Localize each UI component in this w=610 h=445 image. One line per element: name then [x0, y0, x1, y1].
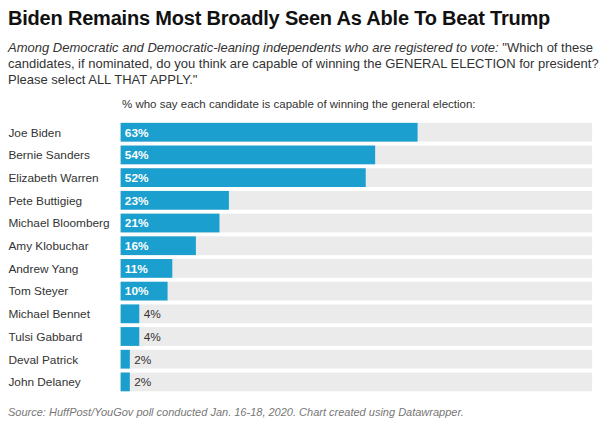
svg-text:Tom Steyer: Tom Steyer — [8, 284, 68, 298]
svg-text:11%: 11% — [125, 262, 149, 276]
svg-text:Amy Klobuchar: Amy Klobuchar — [8, 239, 88, 253]
svg-text:Deval Patrick: Deval Patrick — [8, 352, 78, 366]
svg-text:John Delaney: John Delaney — [8, 375, 80, 389]
svg-text:4%: 4% — [144, 307, 162, 321]
svg-text:2%: 2% — [134, 352, 152, 366]
svg-text:Tulsi Gabbard: Tulsi Gabbard — [8, 330, 82, 344]
svg-text:Michael Bennet: Michael Bennet — [8, 307, 90, 321]
svg-text:Andrew Yang: Andrew Yang — [8, 262, 78, 276]
svg-text:63%: 63% — [125, 126, 149, 140]
svg-text:16%: 16% — [125, 239, 149, 253]
svg-text:23%: 23% — [125, 194, 149, 208]
html-text:Biden Remains Most Broadly See: Biden Remains Most Broadly Seen As Able … — [8, 7, 551, 29]
svg-text:21%: 21% — [125, 216, 149, 230]
svg-text:4%: 4% — [144, 330, 162, 344]
svg-text:2%: 2% — [134, 375, 152, 389]
svg-text:Bernie Sanders: Bernie Sanders — [8, 148, 90, 162]
svg-text:10%: 10% — [125, 284, 149, 298]
svg-text:Elizabeth Warren: Elizabeth Warren — [8, 171, 98, 185]
svg-text:Michael Bloomberg: Michael Bloomberg — [8, 216, 109, 230]
svg-text:52%: 52% — [125, 171, 149, 185]
html-text:% who say each candidate is ca: % who say each candidate is capable of w… — [122, 98, 476, 110]
svg-text:Pete Buttigieg: Pete Buttigieg — [8, 194, 82, 208]
html-text:Source: HuffPost/YouGov poll c: Source: HuffPost/YouGov poll conducted J… — [8, 406, 464, 419]
svg-text:Joe Biden: Joe Biden — [8, 126, 61, 140]
html-text:Among Democratic and Democrati: Among Democratic and Democratic-leaning … — [8, 40, 599, 87]
svg-text:54%: 54% — [125, 148, 149, 162]
